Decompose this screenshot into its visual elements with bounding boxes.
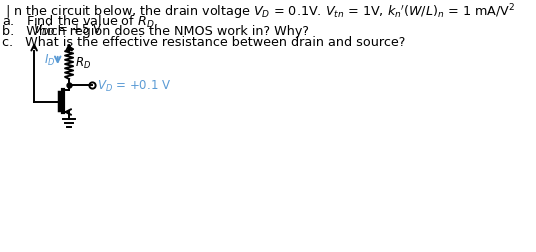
Text: c.   What is the effective resistance between drain and source?: c. What is the effective resistance betw…	[3, 36, 406, 49]
Text: $I_D$: $I_D$	[44, 53, 55, 68]
Text: $\mid$n the circuit below, the drain voltage $V_D$ = 0.1V. $V_{tn}$ = 1V, $k_n{}: $\mid$n the circuit below, the drain vol…	[3, 2, 516, 21]
Text: a.   Find the value of $R_D$.: a. Find the value of $R_D$.	[3, 14, 159, 30]
Text: $R_D$: $R_D$	[75, 55, 91, 70]
Text: $V_{DD}$ = +5 V: $V_{DD}$ = +5 V	[33, 23, 102, 38]
Text: b.   Which region does the NMOS work in? Why?: b. Which region does the NMOS work in? W…	[3, 25, 309, 38]
Text: $V_D$ = +0.1 V: $V_D$ = +0.1 V	[96, 78, 171, 93]
